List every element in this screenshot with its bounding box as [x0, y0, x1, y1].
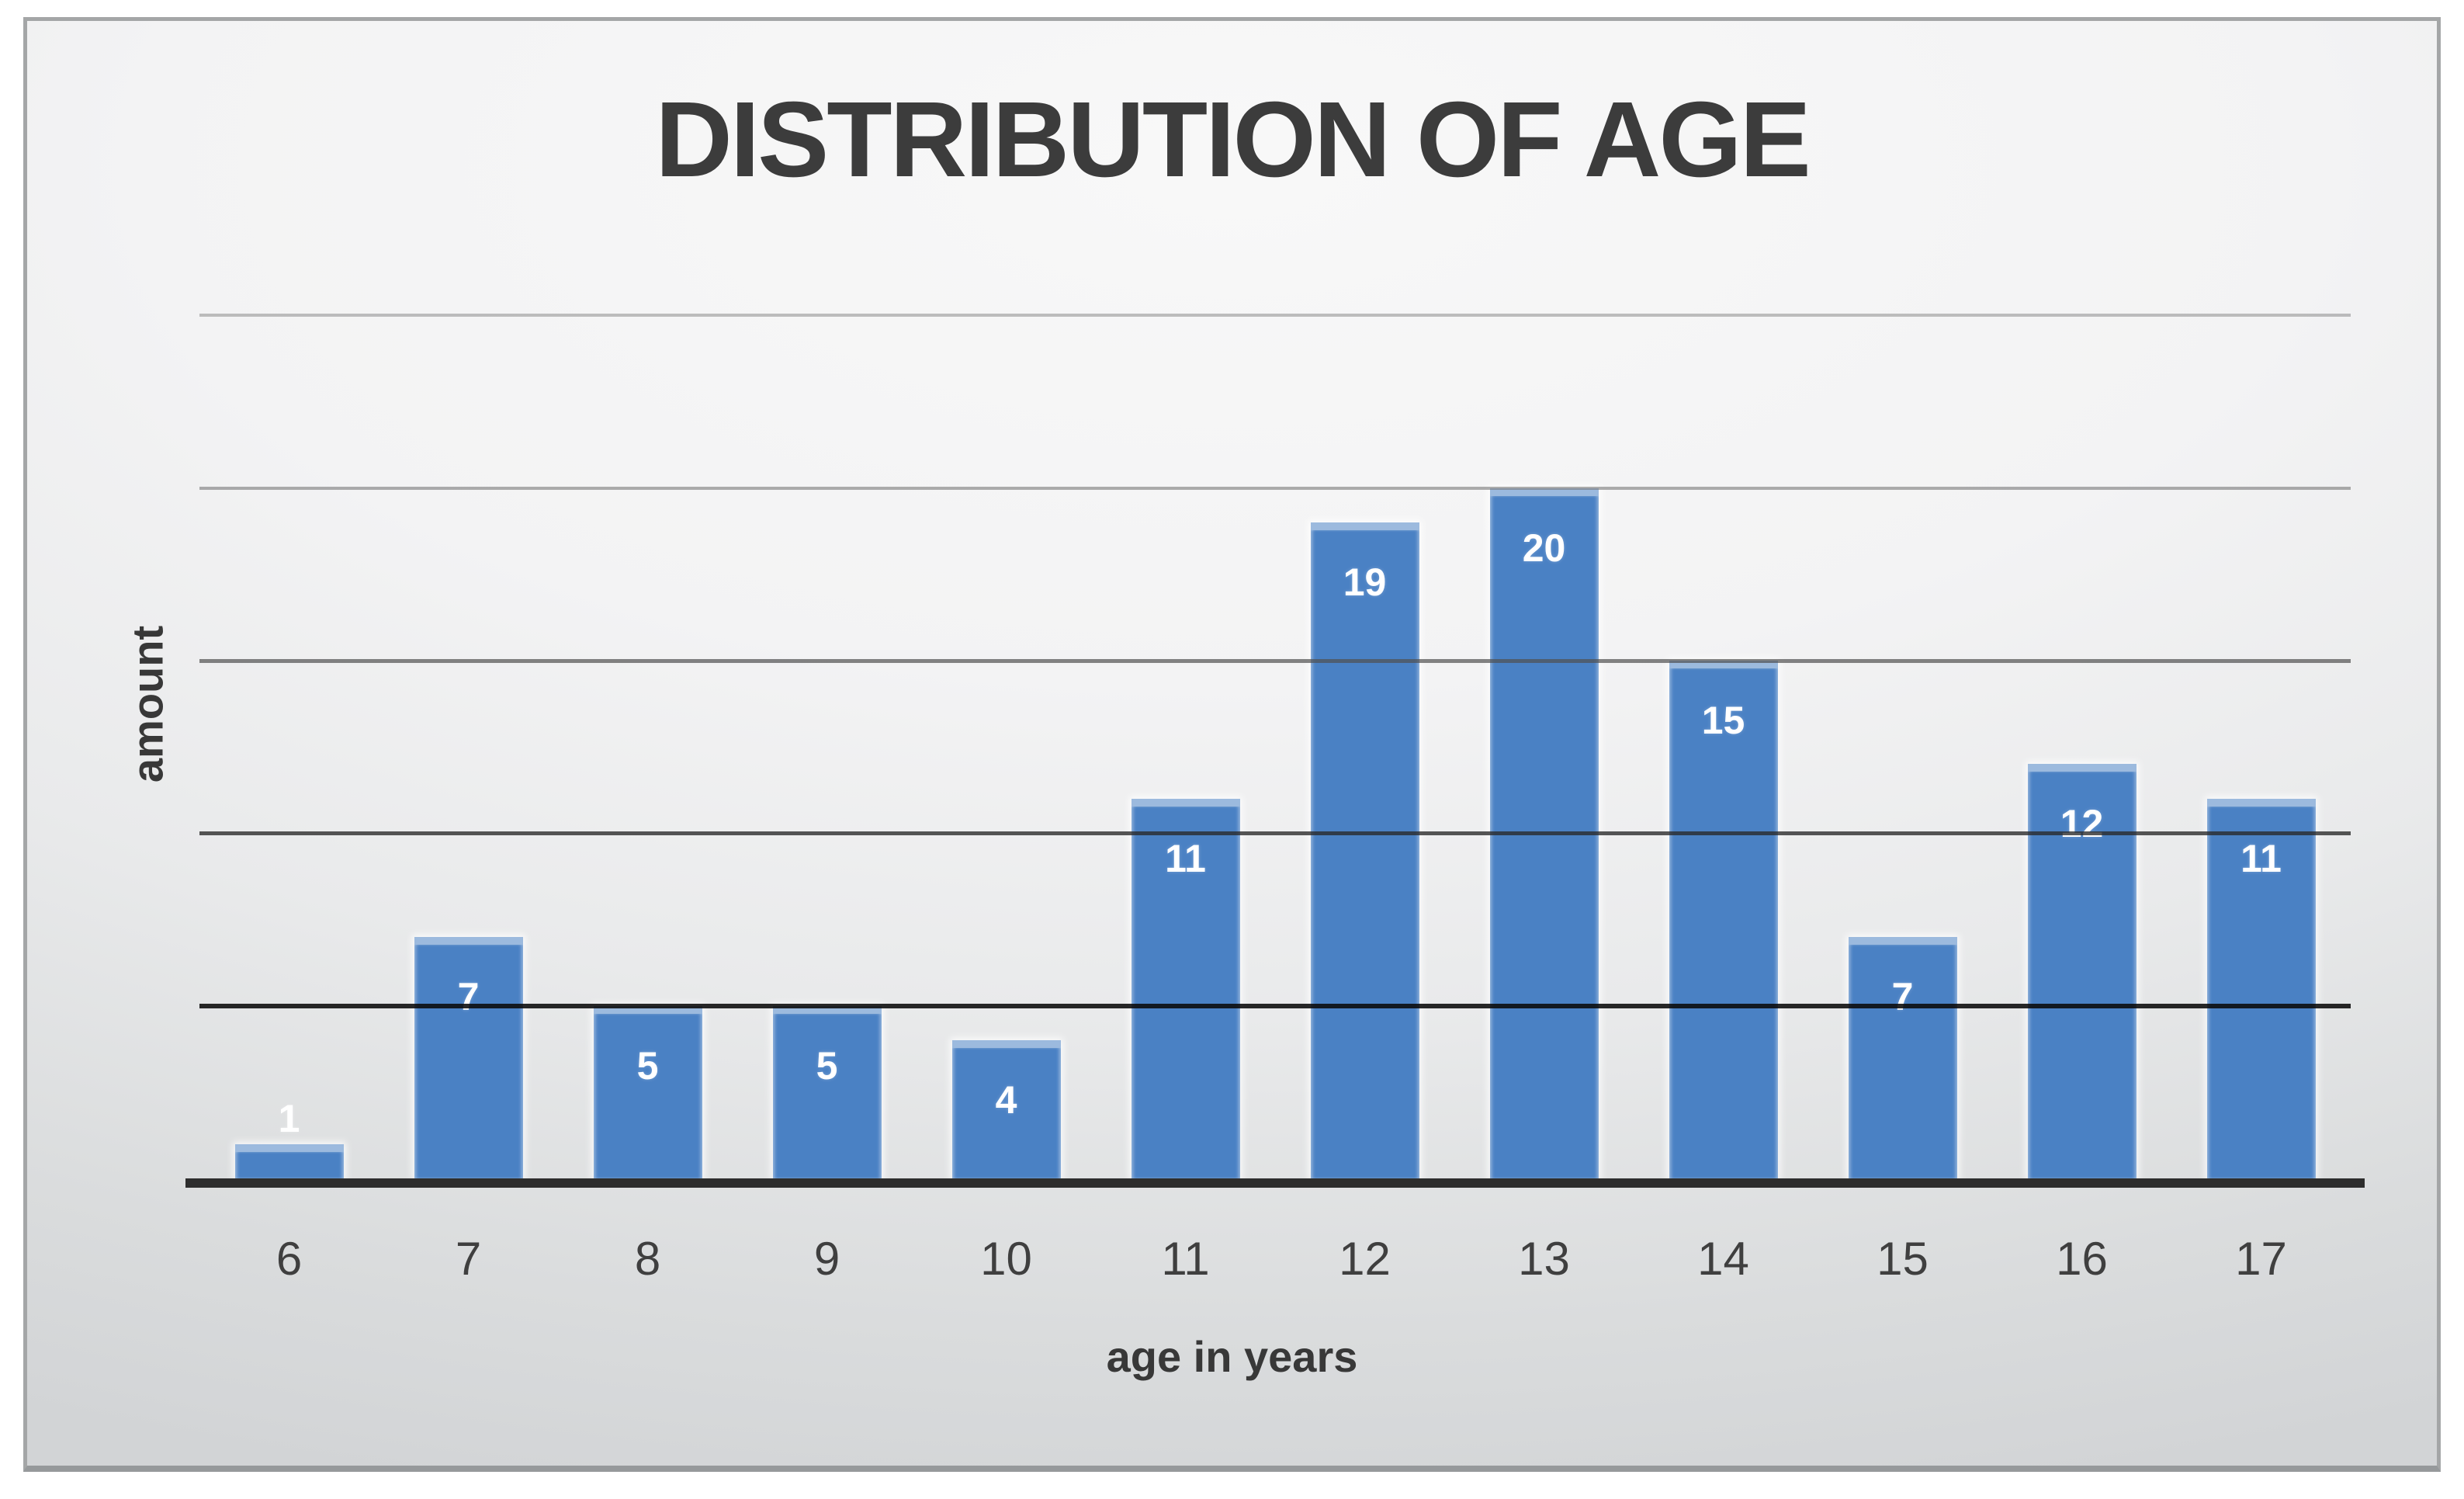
bar-value-label: 19: [1343, 560, 1387, 605]
gridline-5: [199, 1003, 2351, 1008]
x-tick-label-7: 7: [455, 1233, 482, 1285]
bar-value-label: 11: [1165, 836, 1206, 880]
gridline-25: [199, 314, 2351, 317]
chart-frame: DISTRIBUTION OF AGE amount 1 7 5 5 4 11 19 20 15…: [23, 17, 2441, 1472]
x-tick-label-10: 10: [980, 1233, 1032, 1285]
bar-age-14: 15: [1669, 661, 1778, 1178]
x-tick-label-17: 17: [2235, 1233, 2287, 1285]
bar-slot-age-7: 7: [379, 281, 558, 1178]
gridline-10: [199, 831, 2351, 836]
bar-age-10: 4: [951, 1040, 1061, 1178]
x-tick-label-11: 11: [1161, 1233, 1210, 1285]
bar-age-8: 5: [593, 1005, 702, 1178]
bar-slot-age-9: 5: [737, 281, 917, 1178]
x-tick-label-12: 12: [1339, 1233, 1391, 1285]
plot-area: 1 7 5 5 4 11 19 20 15 7 12 11: [185, 281, 2365, 1188]
bar-slot-age-6: 1: [199, 281, 379, 1178]
x-tick-label-6: 6: [276, 1233, 303, 1285]
bar-age-6: 1: [234, 1097, 344, 1178]
bar-slot-age-13: 20: [1454, 281, 1634, 1178]
bar-age-11: 11: [1131, 798, 1240, 1178]
bar-age-16: 12: [2027, 764, 2137, 1178]
bar-slot-age-10: 4: [917, 281, 1096, 1178]
bar-value-label: 11: [2240, 836, 2282, 880]
x-tick-label-9: 9: [813, 1233, 840, 1285]
bar-value-label: 7: [1891, 974, 1914, 1018]
bar-slot-age-15: 7: [1813, 281, 1992, 1178]
bar-age-15: 7: [1848, 936, 1957, 1178]
x-tick-label-8: 8: [634, 1233, 661, 1285]
bar-slot-age-12: 19: [1275, 281, 1454, 1178]
bar-value-label: 7: [457, 974, 480, 1018]
y-axis-title: amount: [123, 625, 172, 783]
x-axis-labels: 6 7 8 9 10 11 12 13 14 15 16 17: [199, 1232, 2351, 1286]
bar-value-label: 12: [2060, 802, 2104, 846]
x-tick-label-13: 13: [1518, 1233, 1570, 1285]
x-tick-label-15: 15: [1877, 1233, 1929, 1285]
gridline-15: [199, 659, 2351, 664]
bar-age-17: 11: [2206, 798, 2316, 1178]
bar-slot-age-8: 5: [558, 281, 737, 1178]
chart-title: DISTRIBUTION OF AGE: [655, 80, 1811, 200]
x-tick-label-14: 14: [1697, 1233, 1749, 1285]
bar-slot-age-11: 11: [1096, 281, 1275, 1178]
bar-age-9: 5: [772, 1005, 882, 1178]
bar-value-label: 20: [1522, 526, 1566, 570]
gridline-20: [199, 486, 2351, 490]
bar-value-label: 5: [816, 1043, 838, 1088]
bar-slot-age-14: 15: [1634, 281, 1813, 1178]
bar-age-7: 7: [414, 936, 523, 1178]
bar-value-label: 4: [995, 1078, 1017, 1123]
bar-age-12: 19: [1310, 522, 1419, 1178]
bar-value-label: 1: [278, 1096, 300, 1140]
bar-value-label: 5: [636, 1043, 659, 1088]
bar-slot-age-16: 12: [1992, 281, 2171, 1178]
bar-value-label: 15: [1701, 699, 1745, 743]
bar-slot-age-17: 11: [2171, 281, 2351, 1178]
x-axis-title: age in years: [1106, 1332, 1358, 1381]
x-axis-line: [185, 1178, 2365, 1188]
x-tick-label-16: 16: [2056, 1233, 2108, 1285]
